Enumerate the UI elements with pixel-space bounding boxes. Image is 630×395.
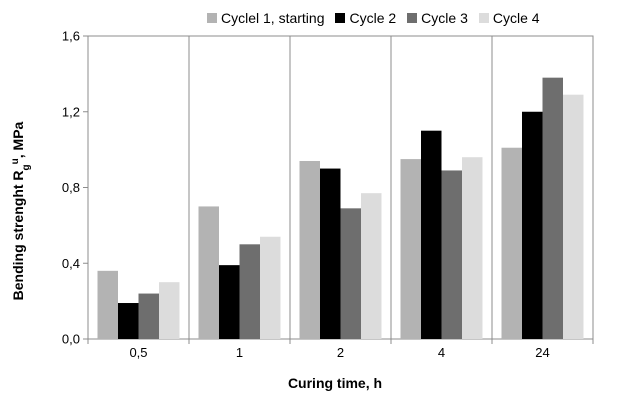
bar: [400, 159, 421, 339]
bar: [138, 293, 159, 339]
x-tick-label: 1: [236, 345, 243, 360]
chart-legend: Cyclel 1, starting Cycle 2 Cycle 3 Cycle 4: [207, 10, 551, 26]
y-axis-title-sup: u: [10, 158, 21, 164]
x-tick-label: 0,5: [129, 345, 147, 360]
y-axis-title: Bending strenght Rgu, MPa: [10, 121, 32, 300]
bar: [260, 236, 281, 339]
bar: [361, 193, 382, 339]
bar: [441, 170, 462, 339]
bar: [198, 206, 219, 339]
legend-item: Cyclel 1, starting: [207, 10, 324, 26]
legend-label: Cyclel 1, starting: [221, 10, 325, 26]
x-tick-label: 2: [337, 345, 344, 360]
x-axis-title: Curing time, h: [288, 375, 382, 391]
x-tick-label: 4: [438, 345, 445, 360]
legend-swatch: [207, 13, 217, 23]
bar: [320, 168, 341, 339]
bar: [219, 265, 240, 339]
bar: [501, 147, 522, 339]
x-tick-label: 24: [535, 345, 549, 360]
legend-item: Cycle 4: [478, 10, 540, 26]
legend-label: Cycle 3: [421, 10, 468, 26]
y-tick-label: 1,6: [62, 29, 80, 44]
bar: [421, 130, 442, 339]
legend-item: Cycle 3: [407, 10, 468, 26]
y-axis-title-sub: g: [21, 164, 32, 170]
y-tick-label: 1,2: [62, 104, 80, 119]
legend-label: Cycle 4: [492, 10, 540, 26]
bar: [239, 244, 260, 339]
bar: [522, 111, 543, 339]
legend-swatch: [335, 13, 346, 23]
bar: [118, 303, 139, 339]
y-tick-label: 0,8: [62, 180, 80, 195]
bar: [299, 160, 320, 339]
bar: [563, 94, 584, 339]
bar: [159, 282, 180, 339]
bar: [97, 270, 118, 339]
y-tick-label: 0,0: [62, 332, 80, 347]
y-axis-title-main: Bending strenght R: [10, 170, 26, 300]
plot-area: 0,00,40,81,21,60,5 1 2 4 24: [62, 29, 594, 360]
bar: [462, 157, 483, 339]
legend-swatch: [407, 13, 418, 23]
legend-label: Cycle 2: [349, 10, 397, 26]
legend-item: Cycle 2: [335, 10, 396, 26]
bar: [340, 208, 361, 339]
y-tick-label: 0,4: [62, 256, 80, 271]
y-axis-title-unit: , MPa: [10, 121, 26, 158]
legend-swatch: [478, 13, 489, 23]
bar: [542, 77, 563, 339]
